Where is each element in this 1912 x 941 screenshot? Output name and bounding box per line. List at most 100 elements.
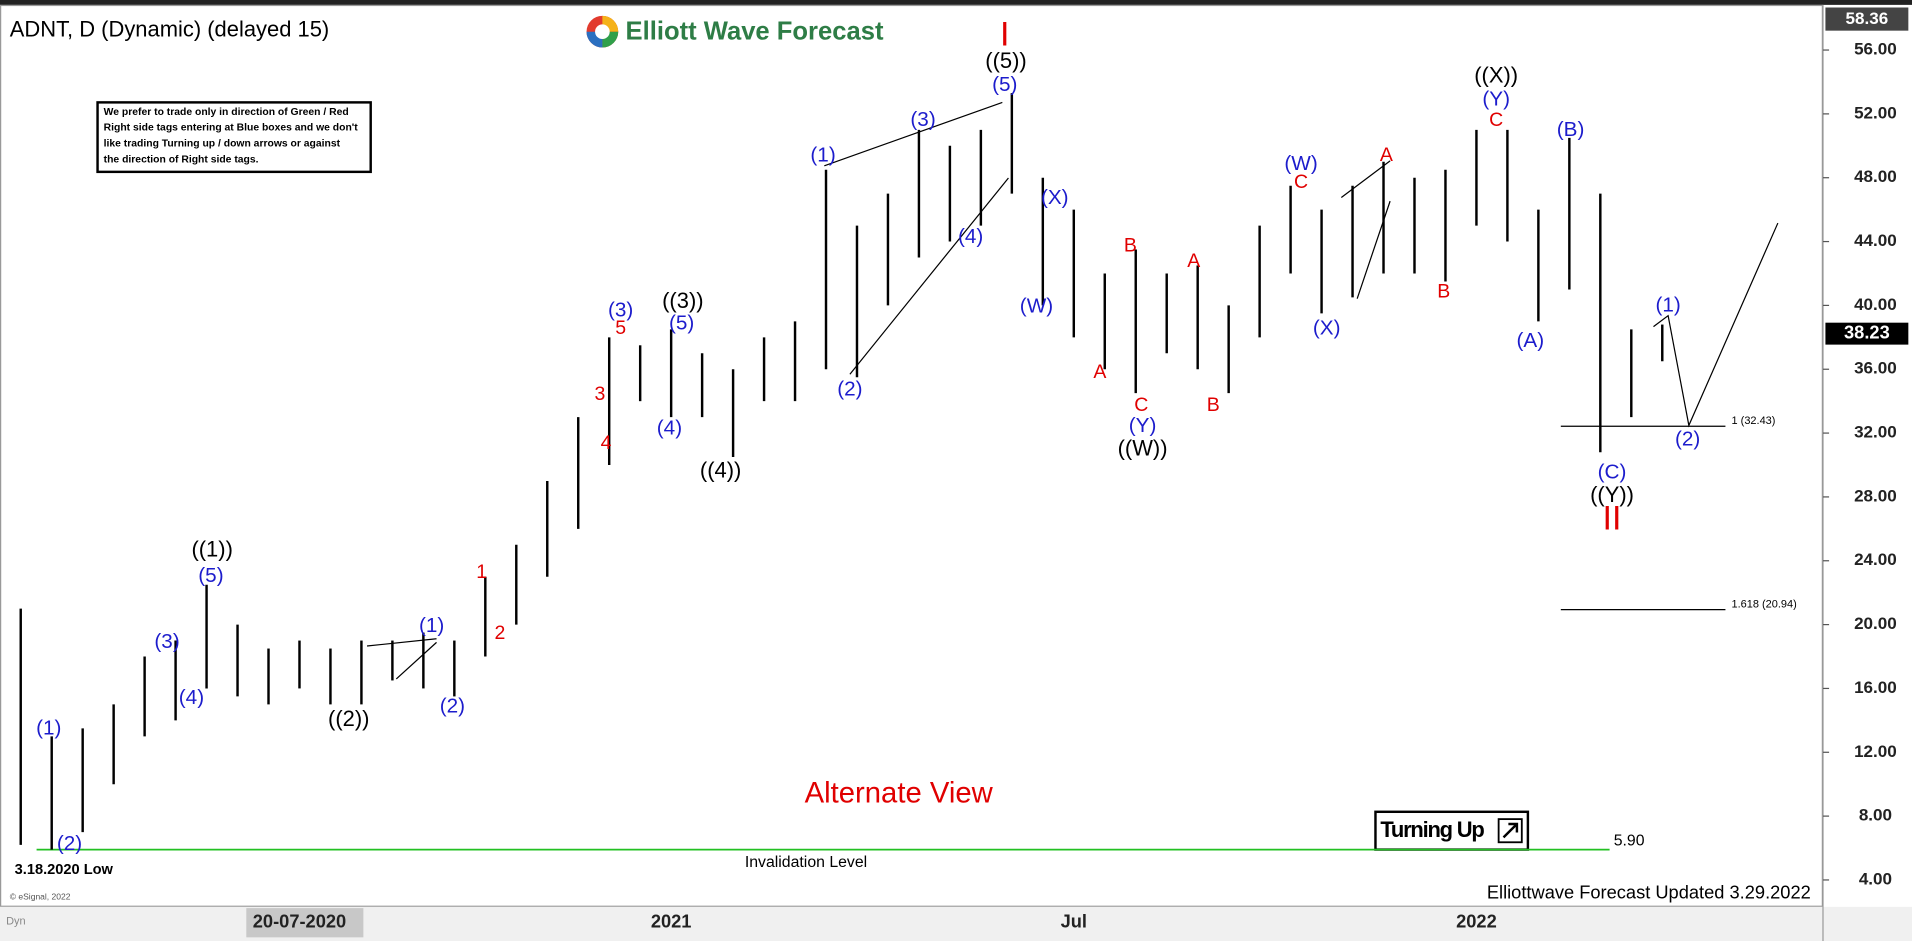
wave-label: 5 [615,317,626,339]
wave-label: (B) [1557,118,1585,141]
last-price-tag [1825,322,1909,345]
wave-label: ((X)) [1474,63,1518,88]
wave-label: (5) [198,564,223,587]
footer: Elliottwave Forecast Updated 3.29.2022 [1487,881,1811,902]
wave-label: 1 [476,561,487,583]
wave-label: (5) [992,73,1017,96]
wave-label: ((5)) [985,48,1026,73]
wave-label: (X) [1041,186,1069,209]
y-tick-label: 36.00 [1854,359,1897,378]
y-tick-label: 4.00 [1859,869,1892,888]
wave-label: (A) [1517,329,1545,352]
wave-label: ((W)) [1118,436,1168,461]
x-tick-label: 2022 [1456,911,1497,932]
chart-title: ADNT, D (Dynamic) (delayed 15) [10,16,329,41]
wave-label: (C) [1598,460,1627,483]
wave-label: (1) [419,614,444,637]
signal-icon [1497,818,1523,844]
y-tick-label: 56.00 [1854,40,1897,59]
wave-label: (W) [1020,295,1053,318]
wave-label: I [1000,16,1009,54]
wave-label: (Y) [1129,414,1157,437]
invalidation-label: 5.90 [1614,832,1645,849]
signal-arrow [1502,822,1519,839]
wave-label: (2) [1675,427,1700,450]
y-tick-label: 16.00 [1854,678,1897,697]
x-axis-highlight [246,908,364,938]
x-tick-label: 20-07-2020 [253,911,346,932]
low-text: 3.18.2020 Low [15,862,114,878]
y-tick-label: 52.00 [1854,103,1897,122]
wave-label: (1) [36,716,61,739]
last-price-label: 38.23 [1844,321,1890,342]
wave-label: C [1134,394,1148,416]
wave-label: 4 [601,432,612,454]
signal-box: Turning Up [1374,810,1530,851]
wave-label: A [1380,144,1393,166]
wave-label: II [1603,499,1622,537]
note-box [96,101,372,174]
wave-label: B [1207,394,1220,416]
top-price-tag [1825,7,1909,31]
wave-label: C [1294,171,1308,193]
projection-path [1653,222,1779,428]
signal-text: Turning Up [1380,817,1484,842]
wave-label: (X) [1313,317,1341,340]
fib-level-label: 1.618 (20.94) [1732,599,1797,611]
copyright: © eSignal, 2022 [10,891,71,901]
wave-label: 3 [595,383,606,405]
x-tick-label: Jul [1061,911,1087,932]
fib-level-label: 1 (32.43) [1732,415,1776,427]
top-price-label: 58.36 [1846,9,1889,28]
wave-label: (W) [1284,152,1317,175]
wave-label: 2 [495,622,506,644]
y-tick-label: 48.00 [1854,167,1897,186]
wave-label: (2) [837,378,862,401]
logo: Elliott Wave Forecast [586,15,884,48]
y-tick-label: 40.00 [1854,295,1897,314]
y-tick-label: 32.00 [1854,423,1897,442]
wave-label: ((4)) [700,458,741,483]
note-line: Right side tags entering at Blue boxes a… [104,123,359,134]
note-line: like trading Turning up / down arrows or… [104,139,341,150]
wave-label: ((1)) [191,537,232,562]
y-tick-label: 8.00 [1859,806,1892,825]
wave-label: C [1489,109,1503,131]
y-tick-label: 24.00 [1854,550,1897,569]
note-line: We prefer to trade only in direction of … [104,107,349,118]
signal-frame [1374,810,1530,851]
top-border [0,0,1912,5]
wave-label: (2) [57,832,82,855]
wave-label: B [1437,281,1450,303]
wave-label: ((2)) [328,706,369,731]
logo-text: Elliott Wave Forecast [626,18,884,46]
note-line: the direction of Right side tags. [104,154,259,165]
wave-label: A [1093,361,1106,383]
trend-line [366,638,437,647]
wave-label: (4) [657,417,682,440]
wave-label: (3) [910,108,935,131]
wave-label: (4) [179,686,204,709]
wave-label: B [1124,234,1137,256]
alternate-view: Alternate View [805,777,994,809]
y-tick-label: 28.00 [1854,486,1897,505]
wave-label: (4) [958,225,983,248]
x-tick-label: 2021 [651,911,692,932]
wave-label: (Y) [1482,87,1510,110]
trend-line [395,641,437,680]
dyn-label: Dyn [6,915,26,927]
logo-icon-center [595,24,610,40]
wave-label: (3) [154,630,179,653]
trend-line [824,101,1003,167]
wave-label: (3) [608,298,633,321]
wave-label: (1) [810,143,835,166]
y-tick-label: 12.00 [1854,742,1897,761]
wave-label: ((Y)) [1590,482,1634,507]
wave-label: (1) [1655,293,1680,316]
invalidation-text: Invalidation Level [745,854,867,871]
y-tick-label: 44.00 [1854,231,1897,250]
y-tick-label: 20.00 [1854,614,1897,633]
wave-label: A [1187,250,1200,272]
